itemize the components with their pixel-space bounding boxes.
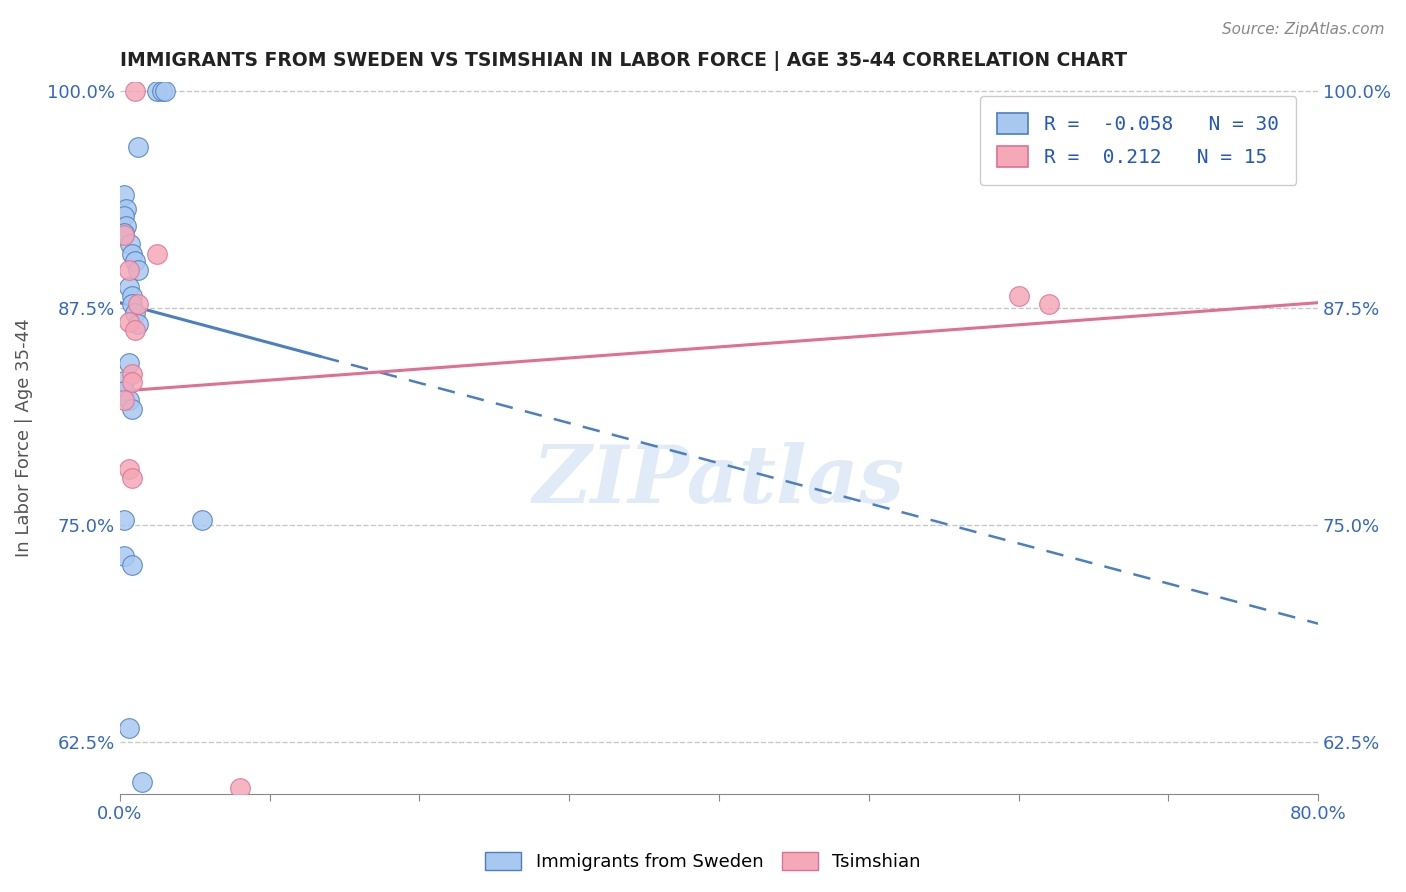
Point bbox=[311, 868, 333, 882]
Point bbox=[118, 462, 141, 476]
Text: IMMIGRANTS FROM SWEDEN VS TSIMSHIAN IN LABOR FORCE | AGE 35-44 CORRELATION CHART: IMMIGRANTS FROM SWEDEN VS TSIMSHIAN IN L… bbox=[120, 51, 1126, 70]
Y-axis label: In Labor Force | Age 35-44: In Labor Force | Age 35-44 bbox=[15, 318, 32, 558]
Point bbox=[191, 512, 214, 526]
Point bbox=[121, 558, 143, 572]
Point bbox=[121, 289, 143, 303]
Point bbox=[118, 392, 141, 407]
Point bbox=[118, 356, 141, 370]
Point bbox=[118, 315, 141, 329]
Point bbox=[112, 374, 135, 388]
Point bbox=[1007, 289, 1029, 303]
Point bbox=[118, 721, 141, 735]
Point bbox=[228, 781, 250, 796]
Point bbox=[127, 297, 149, 311]
Point bbox=[127, 139, 149, 153]
Point bbox=[124, 84, 146, 98]
Point bbox=[127, 317, 149, 331]
Text: Source: ZipAtlas.com: Source: ZipAtlas.com bbox=[1222, 22, 1385, 37]
Point bbox=[124, 254, 146, 268]
Point bbox=[131, 774, 153, 789]
Point bbox=[118, 280, 141, 294]
Point bbox=[121, 401, 143, 416]
Point bbox=[121, 367, 143, 381]
Point bbox=[112, 512, 135, 526]
Point bbox=[146, 247, 169, 261]
Point bbox=[124, 323, 146, 337]
Point bbox=[121, 247, 143, 261]
Point bbox=[153, 84, 176, 98]
Point bbox=[112, 549, 135, 563]
Legend: R =  -0.058   N = 30, R =  0.212   N = 15: R = -0.058 N = 30, R = 0.212 N = 15 bbox=[980, 95, 1296, 185]
Point bbox=[114, 219, 136, 234]
Point bbox=[118, 262, 141, 277]
Point bbox=[127, 262, 149, 277]
Point bbox=[112, 384, 135, 399]
Legend: Immigrants from Sweden, Tsimshian: Immigrants from Sweden, Tsimshian bbox=[478, 845, 928, 879]
Point bbox=[146, 84, 169, 98]
Point bbox=[112, 392, 135, 407]
Point bbox=[112, 209, 135, 223]
Point bbox=[112, 188, 135, 202]
Text: ZIPatlas: ZIPatlas bbox=[533, 442, 905, 519]
Point bbox=[121, 471, 143, 485]
Point bbox=[114, 202, 136, 216]
Point bbox=[124, 306, 146, 320]
Point bbox=[112, 227, 135, 241]
Point bbox=[150, 84, 173, 98]
Point bbox=[112, 227, 135, 242]
Point bbox=[121, 297, 143, 311]
Point bbox=[121, 376, 143, 390]
Point bbox=[120, 236, 142, 251]
Point bbox=[1038, 297, 1060, 311]
